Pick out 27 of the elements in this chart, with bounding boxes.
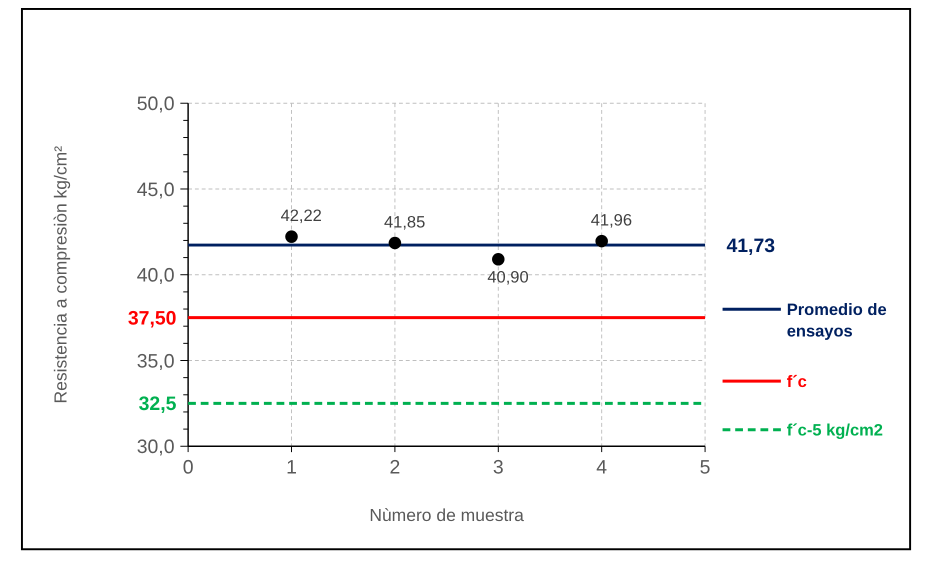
x-tick-label: 0 — [182, 456, 194, 478]
data-label: 32,5 — [138, 393, 177, 416]
data-label: 41,85 — [384, 213, 426, 232]
y-tick-label: 30,0 — [136, 436, 175, 458]
point — [388, 236, 402, 250]
point — [595, 234, 608, 248]
point — [285, 230, 298, 243]
y-tick-label: 50,0 — [136, 93, 175, 116]
y-axis-title: Resistencia a compresiòn kg/cm² — [50, 146, 71, 404]
legend-label: f´c-5 kg/cm2 — [786, 422, 883, 440]
legend-label: f´c — [786, 372, 807, 391]
data-label: 42,22 — [280, 207, 322, 226]
data-label: 41,96 — [590, 212, 632, 230]
point — [492, 253, 505, 266]
x-tick-label: 4 — [596, 456, 608, 478]
y-tick-label: 45,0 — [136, 178, 175, 201]
data-label: 37,50 — [128, 307, 176, 330]
x-tick-label: 5 — [700, 456, 710, 478]
x-axis-title: Nùmero de muestra — [369, 505, 524, 526]
x-tick-label: 2 — [389, 456, 400, 478]
y-tick-label: 35,0 — [136, 350, 175, 372]
data-label: 41,73 — [726, 234, 776, 257]
x-tick-label: 1 — [286, 456, 297, 478]
y-tick-label: 40,0 — [136, 264, 175, 287]
legend-label: Promedio de ensayos — [786, 301, 887, 340]
x-tick-label: 3 — [492, 456, 504, 478]
data-label: 40,90 — [487, 268, 529, 287]
